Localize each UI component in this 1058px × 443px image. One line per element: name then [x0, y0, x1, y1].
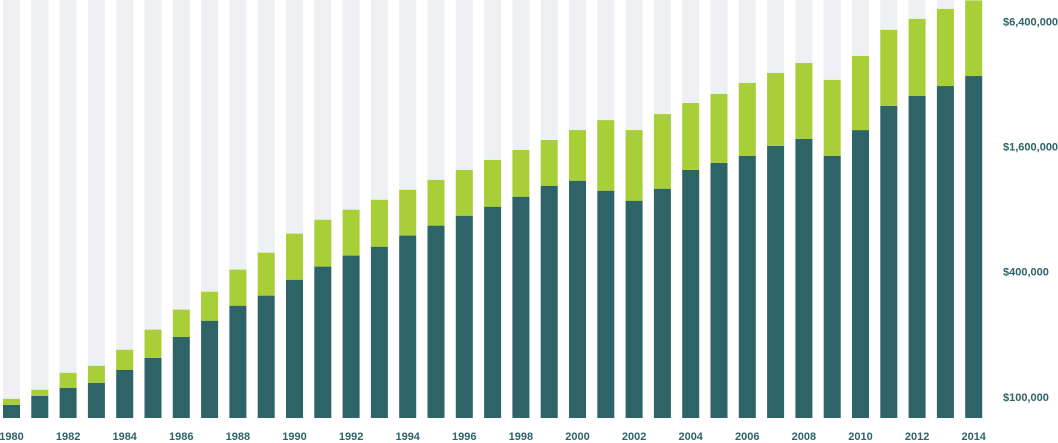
bar-segment — [625, 130, 643, 201]
x-tick-label: 1998 — [509, 431, 533, 443]
x-tick-label: 2000 — [565, 431, 589, 443]
bar-segment — [116, 369, 134, 418]
bar-segment — [31, 395, 49, 418]
y-tick-label: $1,600,000 — [1003, 141, 1058, 153]
bar-segment — [653, 188, 671, 418]
bar-segment — [201, 291, 219, 321]
bar-segment — [965, 0, 983, 77]
background-band — [3, 0, 20, 418]
x-tick-label: 1990 — [282, 431, 306, 443]
bar-segment — [512, 196, 530, 418]
bar-segment — [653, 114, 671, 189]
bar-segment — [484, 159, 502, 207]
bar-segment — [852, 55, 869, 131]
x-tick-label: 2006 — [735, 431, 759, 443]
x-tick-label: 1988 — [226, 431, 250, 443]
x-tick-label: 2008 — [792, 431, 816, 443]
bar-segment — [427, 225, 445, 418]
bar-segment — [286, 233, 303, 280]
bar-segment — [710, 162, 728, 418]
bar-segment — [59, 387, 77, 418]
x-tick-label: 1992 — [339, 431, 363, 443]
bar-segment — [31, 389, 49, 396]
x-tick-label: 2014 — [961, 431, 986, 443]
bar-segment — [201, 320, 219, 418]
bar-segment — [540, 140, 558, 186]
bar-segment — [342, 209, 360, 256]
background-band — [116, 0, 134, 418]
bar-segment — [427, 179, 445, 226]
bar-segment — [936, 8, 954, 87]
bar-segment — [936, 86, 954, 419]
bar-segment — [795, 138, 813, 419]
background-band — [87, 0, 105, 418]
bar-segment — [342, 255, 360, 418]
bar-segment — [767, 145, 785, 418]
bar-segment — [370, 199, 388, 247]
bar-segment — [852, 130, 869, 418]
bar-segment — [738, 82, 756, 156]
bar-segment — [597, 190, 615, 418]
bar-segment — [172, 309, 190, 337]
background-band — [59, 0, 77, 418]
bar-segment — [455, 169, 473, 216]
bar-segment — [59, 372, 77, 388]
bar-segment — [3, 398, 20, 405]
bar-segment — [795, 63, 813, 139]
bar-segment — [767, 72, 785, 146]
bar-segment — [87, 382, 105, 418]
bar-segment — [370, 246, 388, 418]
bar-segment — [682, 103, 700, 170]
bar-segment — [116, 349, 134, 370]
bar-segment — [540, 185, 558, 418]
bar-segment — [172, 336, 190, 418]
bar-segment — [682, 169, 700, 418]
x-tick-label: 1994 — [395, 431, 420, 443]
x-tick-label: 2012 — [905, 431, 929, 443]
bar-segment — [314, 219, 332, 267]
bar-segment — [484, 206, 502, 418]
bar-segment — [3, 404, 20, 418]
y-tick-label: $100,000 — [1003, 392, 1049, 404]
bar-segment — [455, 215, 473, 418]
bar-segment — [87, 365, 105, 383]
y-tick-label: $6,400,000 — [1003, 16, 1058, 28]
bar-segment — [965, 76, 983, 418]
bar-segment — [399, 189, 417, 236]
x-tick-label: 1980 — [0, 431, 24, 443]
bar-segment — [569, 180, 586, 418]
bar-segment — [512, 149, 530, 197]
bar-segment — [625, 200, 643, 418]
x-tick-label: 1996 — [452, 431, 476, 443]
bar-segment — [908, 18, 926, 96]
bar-segment — [229, 269, 247, 306]
x-tick-label: 1984 — [112, 431, 137, 443]
bar-segment — [738, 155, 756, 418]
x-tick-label: 2010 — [848, 431, 872, 443]
x-tick-label: 2004 — [678, 431, 703, 443]
bar-segment — [229, 305, 247, 418]
bar-segment — [314, 266, 332, 418]
x-tick-label: 2002 — [622, 431, 646, 443]
bar-segment — [908, 95, 926, 419]
background-band — [144, 0, 162, 418]
bar-segment — [880, 105, 898, 419]
background-band — [31, 0, 49, 418]
bar-segment — [710, 93, 728, 163]
x-tick-label: 1986 — [169, 431, 193, 443]
x-tick-label: 1982 — [56, 431, 80, 443]
bar-segment — [597, 120, 615, 191]
bar-segment — [569, 130, 586, 181]
bar-segment — [257, 252, 275, 296]
bar-segment — [880, 29, 898, 106]
bar-segment — [823, 155, 841, 418]
bar-segment — [257, 295, 275, 418]
bar-segment — [286, 279, 303, 418]
bar-segment — [144, 329, 162, 358]
bar-segment — [144, 357, 162, 418]
bar-segment — [399, 235, 417, 418]
bar-segment — [823, 79, 841, 156]
y-tick-label: $400,000 — [1003, 267, 1049, 279]
